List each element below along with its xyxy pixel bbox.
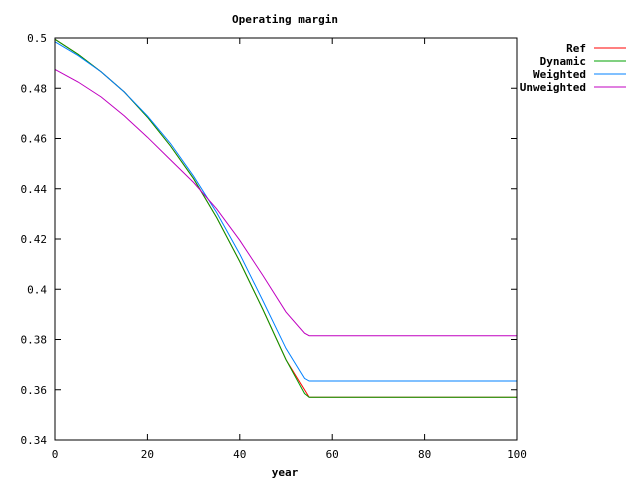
- series-lines: [54, 38, 517, 398]
- series-line-unweighted: [54, 68, 517, 337]
- y-axis-ticks: 0.34 0.36 0.38 0.4 0.42 0.44 0.46 0.48 0.5: [21, 32, 517, 447]
- y-tick-label: 0.42: [21, 233, 48, 246]
- chart-title: Operating margin: [232, 13, 338, 26]
- y-tick-label: 0.48: [21, 82, 48, 95]
- series-line-ref: [54, 38, 517, 398]
- y-tick-label: 0.36: [21, 384, 48, 397]
- series-line-weighted: [54, 41, 517, 382]
- y-tick-label: 0.5: [27, 32, 47, 45]
- plot-frame: [54, 37, 518, 441]
- x-tick-label: 100: [507, 448, 527, 461]
- y-tick-label: 0.34: [21, 434, 48, 447]
- x-axis-label: year: [272, 466, 299, 479]
- x-tick-label: 40: [233, 448, 246, 461]
- x-tick-label: 0: [52, 448, 59, 461]
- x-axis-ticks: 0 20 40 60 80 100: [52, 38, 527, 461]
- x-tick-label: 80: [418, 448, 431, 461]
- y-tick-label: 0.38: [21, 334, 48, 347]
- series-line-dynamic: [54, 38, 517, 398]
- y-tick-label: 0.44: [21, 183, 48, 196]
- legend-label-weighted: Weighted: [533, 68, 586, 81]
- y-tick-label: 0.46: [21, 133, 48, 146]
- legend-label-unweighted: Unweighted: [520, 81, 586, 94]
- y-tick-label: 0.4: [27, 283, 47, 296]
- x-tick-label: 20: [141, 448, 154, 461]
- legend-label-ref: Ref: [566, 42, 586, 55]
- x-tick-label: 60: [326, 448, 339, 461]
- legend-label-dynamic: Dynamic: [540, 55, 586, 68]
